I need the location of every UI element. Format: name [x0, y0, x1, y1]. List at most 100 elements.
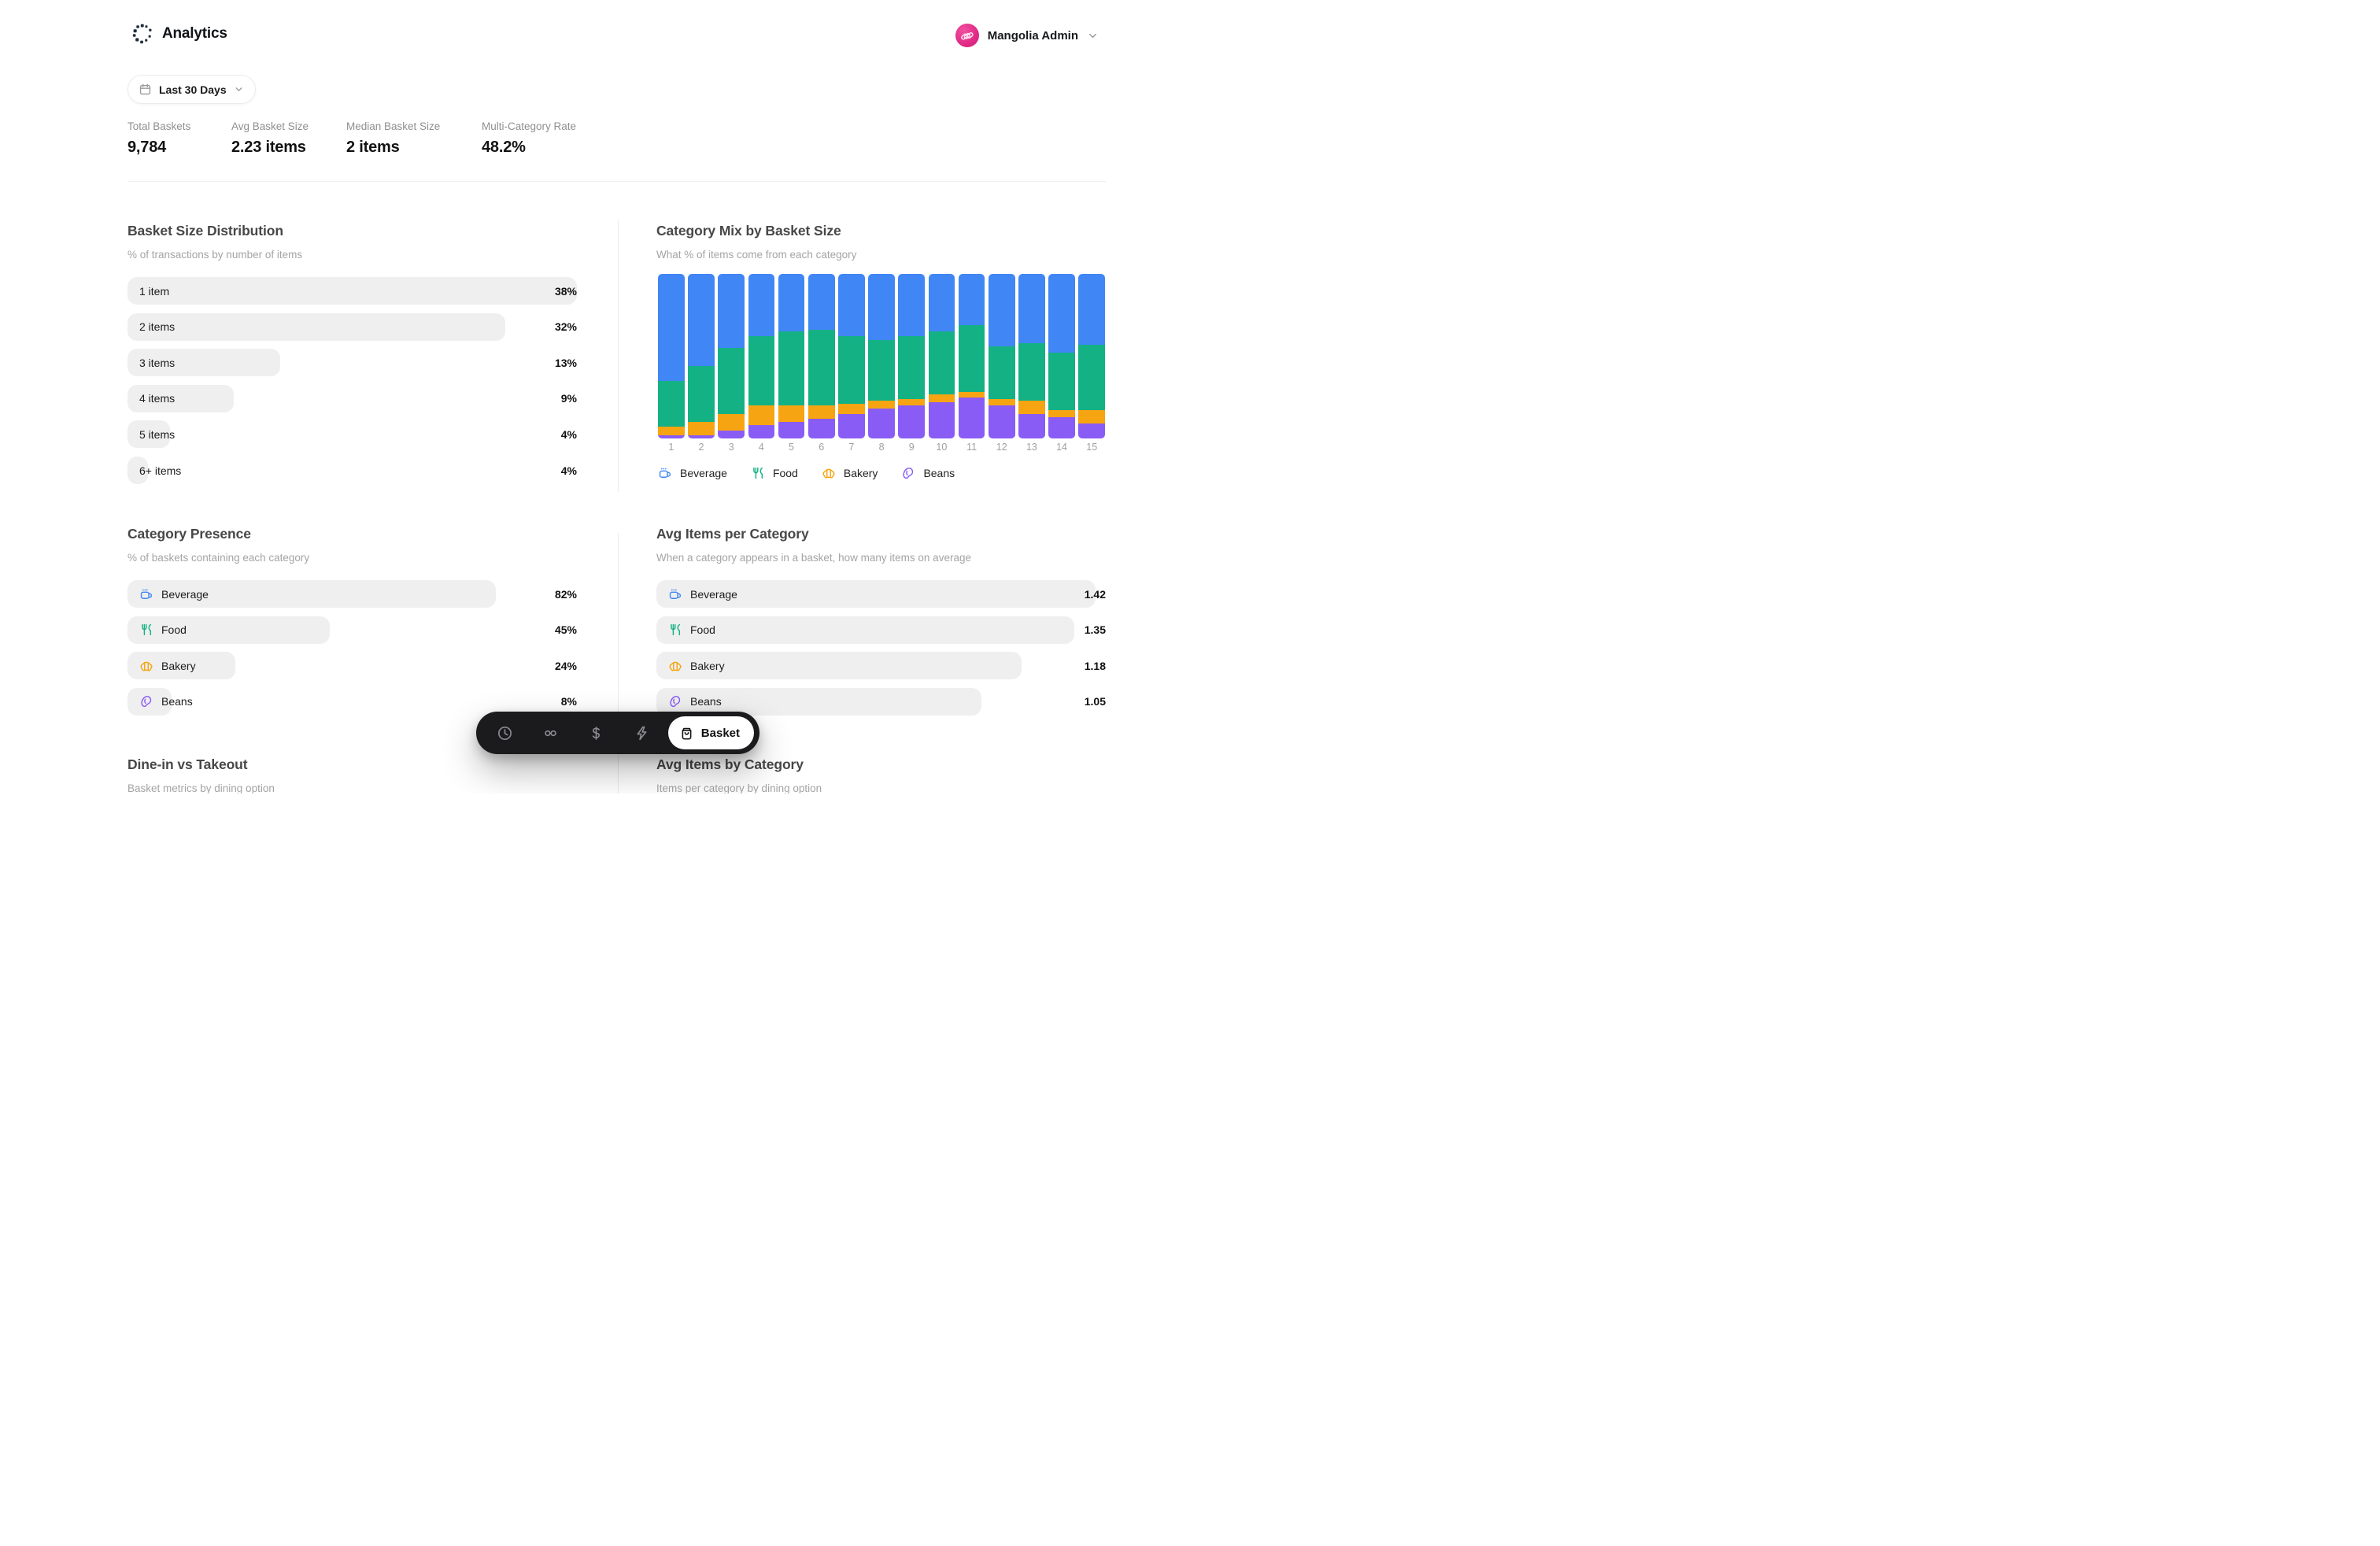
stacked-bar — [898, 274, 926, 438]
segment-beans — [898, 405, 926, 438]
chevron-down-icon — [234, 84, 244, 94]
legend-label: Beans — [923, 467, 955, 479]
avatar[interactable] — [955, 24, 979, 47]
segment-food — [658, 380, 685, 427]
bag-icon — [682, 727, 692, 740]
stacked-bar — [688, 274, 715, 438]
croissant-icon — [140, 661, 153, 671]
column-divider — [618, 220, 619, 492]
section-subtitle-category-mix: What % of items come from each category — [656, 249, 857, 261]
kpi-median-basket-size: Median Basket Size 2 items — [346, 120, 440, 157]
bar-track — [128, 277, 577, 305]
segment-food — [1018, 342, 1045, 401]
x-axis-tick: 9 — [908, 442, 915, 453]
date-range-select[interactable]: Last 30 Days — [128, 75, 256, 104]
bar-track — [656, 580, 1096, 608]
nav-item-revenue[interactable] — [573, 712, 619, 754]
avg-items-row: Bakery 1.18 — [656, 652, 1106, 679]
segment-food — [718, 348, 745, 414]
kpi-value: 2 items — [346, 139, 400, 156]
nav-item-basket-active[interactable]: Basket — [667, 716, 754, 749]
bar-label: Food — [139, 616, 187, 644]
segment-beverage — [838, 274, 865, 337]
bar-value: 4% — [560, 464, 577, 477]
x-axis-tick: 14 — [1056, 442, 1068, 453]
clock-icon — [497, 726, 512, 740]
legend-item-beverage: Beverage — [658, 466, 727, 480]
bar-value: 45% — [554, 623, 577, 636]
bar-value: 9% — [560, 392, 577, 405]
calendar-icon — [139, 83, 151, 95]
segment-food — [1048, 353, 1075, 411]
croissant-icon — [822, 468, 835, 479]
utensils-icon — [671, 623, 681, 636]
kpi-avg-basket-size: Avg Basket Size 2.23 items — [231, 120, 309, 157]
user-menu[interactable]: Mangolia Admin — [955, 24, 1099, 47]
segment-bakery — [688, 422, 715, 435]
nav-item-loop[interactable] — [527, 712, 573, 754]
segment-beverage — [898, 274, 926, 337]
segment-food — [988, 346, 1015, 399]
section-subtitle-dine-in: Basket metrics by dining option — [128, 782, 275, 793]
segment-bakery — [898, 398, 926, 406]
analytics-dashboard: Analytics Mangolia Admin Last 30 Days To… — [0, 0, 1221, 793]
section-subtitle-category-presence: % of baskets containing each category — [128, 552, 310, 564]
stacked-bar — [868, 274, 895, 438]
coffee-icon — [669, 589, 682, 599]
bar-track — [128, 313, 505, 341]
croissant-icon — [669, 661, 682, 671]
kpi-label: Avg Basket Size — [231, 120, 309, 132]
segment-food — [958, 324, 985, 393]
kpi-multi-category-rate: Multi-Category Rate 48.2% — [482, 120, 576, 157]
segment-beverage — [868, 274, 895, 340]
stacked-bar — [1018, 274, 1045, 438]
x-axis-tick: 4 — [758, 442, 764, 453]
stacked-bar — [808, 274, 835, 438]
bottom-nav: Basket — [476, 712, 759, 754]
stacked-bar — [1048, 274, 1075, 438]
stacked-bar — [778, 274, 805, 438]
x-axis-tick: 3 — [728, 442, 734, 453]
bolt-icon — [637, 726, 646, 740]
x-axis-tick: 12 — [996, 442, 1007, 453]
segment-bakery — [1048, 410, 1075, 417]
segment-beans — [928, 401, 955, 438]
nav-item-history[interactable] — [482, 712, 527, 754]
category-presence-row: Bakery 24% — [128, 652, 577, 679]
segment-food — [808, 330, 835, 406]
kpi-value: 9,784 — [128, 139, 167, 156]
segment-beans — [1078, 423, 1106, 438]
distribution-row: 5 items 4% — [128, 420, 577, 449]
x-axis-tick: 7 — [848, 442, 855, 453]
legend-label: Food — [772, 467, 798, 479]
category-presence-row: Food 45% — [128, 616, 577, 644]
bar-value: 24% — [554, 659, 577, 672]
segment-bakery — [808, 405, 835, 419]
bar-track — [128, 457, 149, 484]
x-axis-tick: 5 — [789, 442, 794, 453]
nav-item-energy[interactable] — [619, 712, 664, 754]
kpi-label: Total Baskets — [128, 120, 191, 132]
column-divider — [618, 533, 619, 793]
user-name: Mangolia Admin — [987, 28, 1078, 43]
app-logo-icon — [132, 24, 153, 44]
x-axis-tick: 11 — [966, 442, 978, 453]
bean-icon — [141, 696, 152, 708]
section-title-category-mix: Category Mix by Basket Size — [656, 223, 841, 239]
category-legend: Beverage Food Bakery Beans — [658, 466, 955, 480]
segment-bakery — [868, 400, 895, 409]
bar-value: 32% — [554, 320, 577, 334]
x-axis-tick: 15 — [1086, 442, 1098, 453]
segment-beans — [778, 422, 805, 438]
category-presence-row: Beans 8% — [128, 687, 577, 716]
bar-label: 2 items — [139, 320, 176, 334]
date-range-label: Last 30 Days — [159, 83, 227, 96]
header-divider — [128, 181, 1106, 182]
stacked-bar — [928, 274, 955, 438]
x-axis-tick: 8 — [878, 442, 885, 453]
segment-food — [868, 339, 895, 401]
bar-track — [128, 687, 172, 716]
distribution-row: 4 items 9% — [128, 384, 577, 412]
bar-label: 1 item — [139, 284, 170, 298]
x-axis-tick: 2 — [698, 442, 704, 453]
